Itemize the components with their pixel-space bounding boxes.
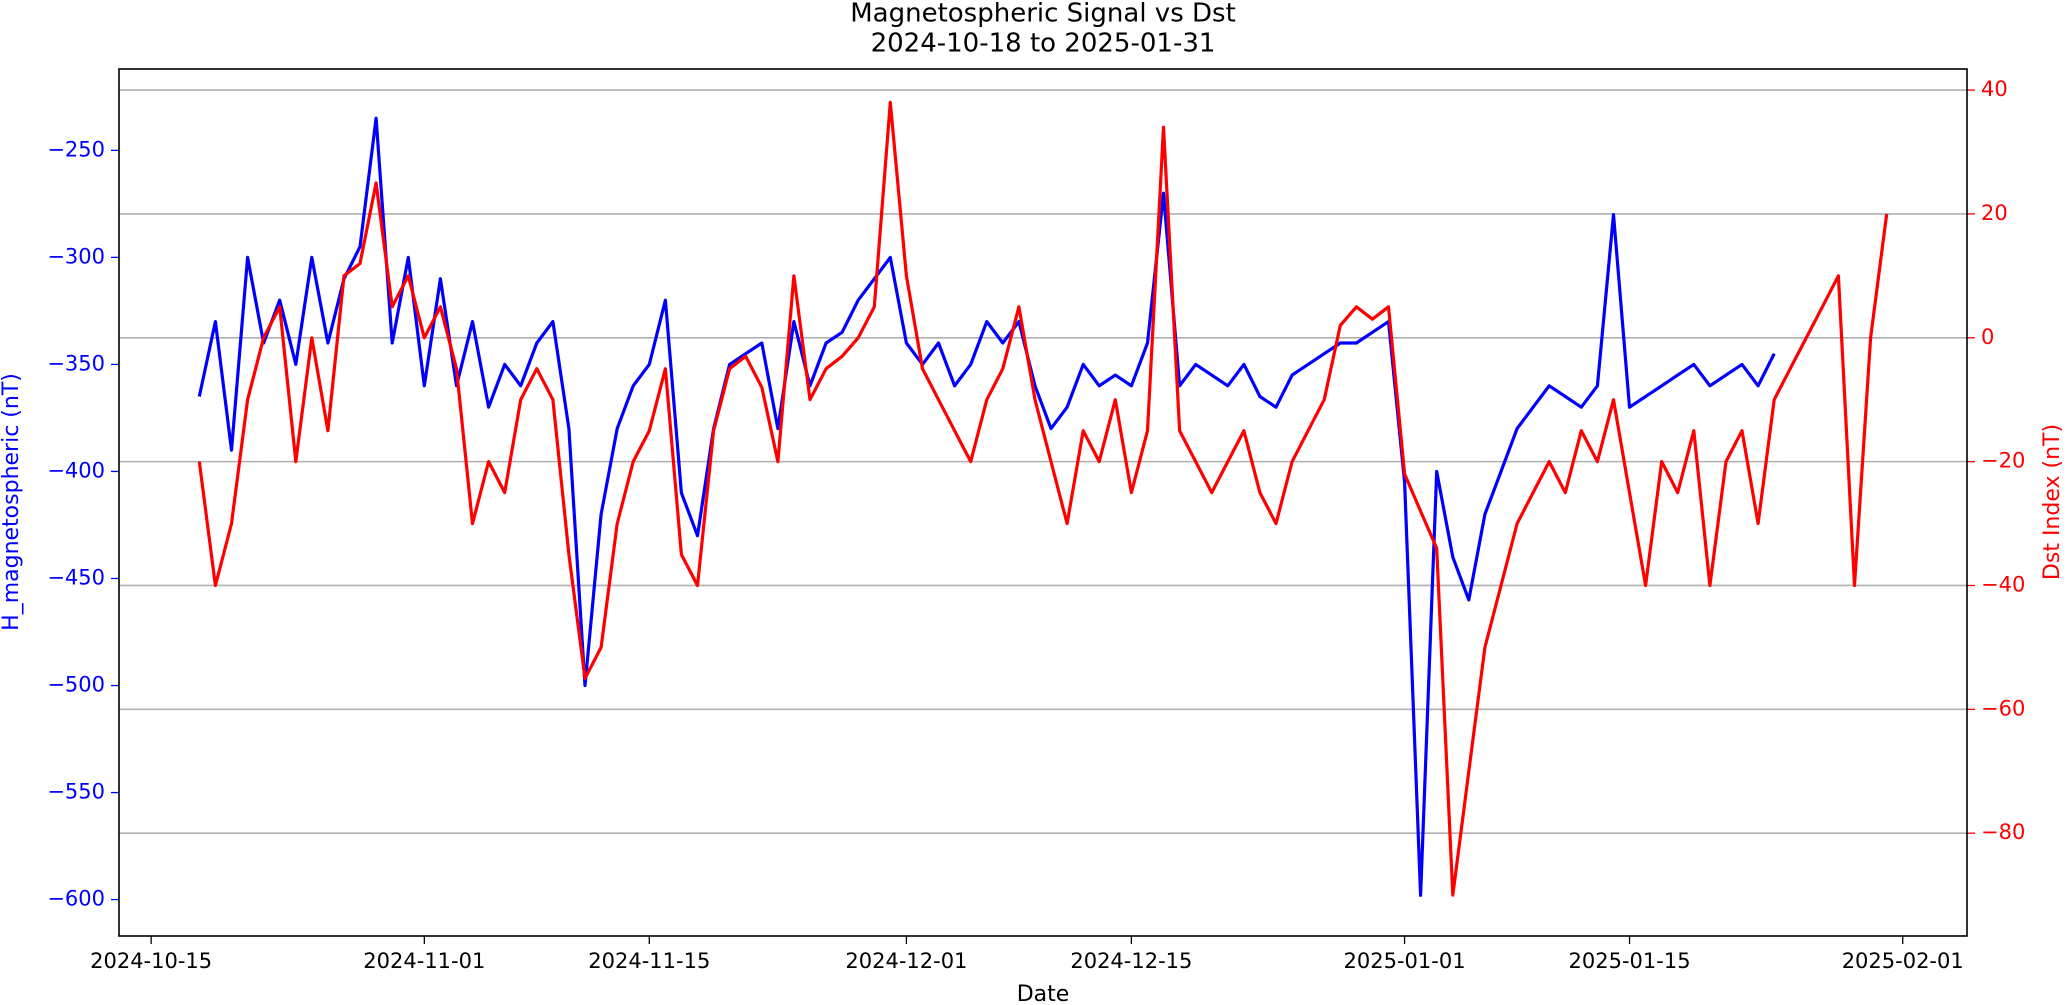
y2-tick-label: −20 bbox=[1981, 449, 2025, 473]
x-axis-label: Date bbox=[1017, 982, 1070, 1005]
y2-tick-label: 20 bbox=[1981, 201, 2008, 225]
x-tick-label: 2025-02-01 bbox=[1842, 949, 1964, 973]
y-tick-label: −450 bbox=[47, 565, 105, 589]
x-tick-label: 2025-01-01 bbox=[1344, 949, 1466, 973]
x-tick-label: 2024-12-15 bbox=[1070, 949, 1192, 973]
y-tick-label: −250 bbox=[47, 137, 105, 161]
x-tick-label: 2024-11-01 bbox=[363, 949, 485, 973]
y-tick-label: −400 bbox=[47, 458, 105, 482]
chart-subtitle: 2024-10-18 to 2025-01-31 bbox=[871, 29, 1216, 59]
y2-tick-label: −40 bbox=[1981, 572, 2025, 596]
x-tick-label: 2025-01-15 bbox=[1569, 949, 1691, 973]
y2-tick-label: 0 bbox=[1981, 325, 1994, 349]
y-tick-label: −550 bbox=[47, 780, 105, 804]
data-line bbox=[197, 100, 1889, 897]
plot-frame bbox=[118, 68, 1968, 937]
data-line bbox=[197, 116, 1776, 897]
y2-axis-label: Dst Index (nT) bbox=[2040, 424, 2065, 580]
y-tick-label: −600 bbox=[47, 887, 105, 911]
y-axis-label: H_magnetospheric (nT) bbox=[0, 373, 24, 631]
y2-tick-label: −80 bbox=[1981, 820, 2025, 844]
y-tick-label: −350 bbox=[47, 351, 105, 375]
x-tick-label: 2024-12-01 bbox=[845, 949, 967, 973]
x-tick-label: 2024-11-15 bbox=[588, 949, 710, 973]
chart-title: Magnetospheric Signal vs Dst bbox=[850, 0, 1236, 29]
y2-tick-label: 40 bbox=[1981, 77, 2008, 101]
y2-tick-label: −60 bbox=[1981, 696, 2025, 720]
y-tick-label: −500 bbox=[47, 673, 105, 697]
y-tick-label: −300 bbox=[47, 244, 105, 268]
x-tick-label: 2024-10-15 bbox=[90, 949, 212, 973]
